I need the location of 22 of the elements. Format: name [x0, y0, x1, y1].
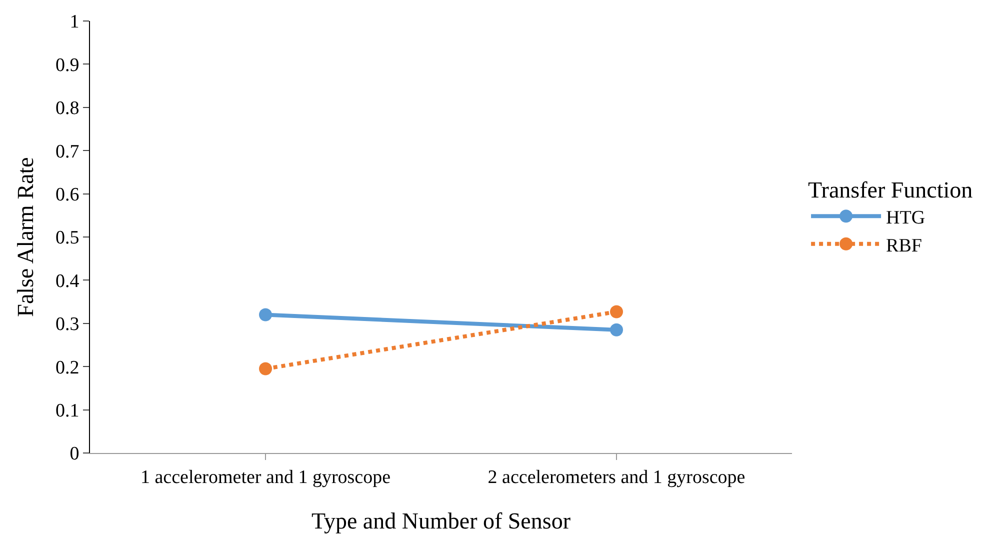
point [610, 323, 623, 336]
y-tick-label: 0.9 [55, 54, 80, 76]
point [610, 305, 623, 318]
y-tick-label: 0.2 [55, 357, 80, 378]
y-tick-label: 0 [70, 444, 80, 465]
y-tick-label: 1 [70, 12, 80, 33]
x-tick-label: 1 accelerometer and 1 gyroscope [140, 466, 391, 488]
y-tick-label: 0.8 [55, 98, 80, 120]
y-tick-label: 0.6 [55, 184, 80, 206]
y-tick-label: 0.3 [55, 314, 80, 336]
legend-label: RBF [886, 235, 922, 256]
y-tick-label: 0.4 [55, 270, 80, 292]
y-tick-label: 0.7 [55, 141, 80, 162]
x-axis-title: Type and Number of Sensor [312, 508, 571, 534]
x-tick-label: 2 accelerometers and 1 gyroscope [488, 466, 746, 488]
y-tick-label: 0.5 [55, 228, 80, 249]
y-axis-title: False Alarm Rate [12, 157, 38, 317]
y-tick-label: 0.1 [55, 400, 80, 422]
point [259, 362, 272, 376]
legend-label: HTG [886, 208, 926, 229]
legend-title: Transfer Function [808, 177, 974, 202]
point [259, 308, 272, 322]
